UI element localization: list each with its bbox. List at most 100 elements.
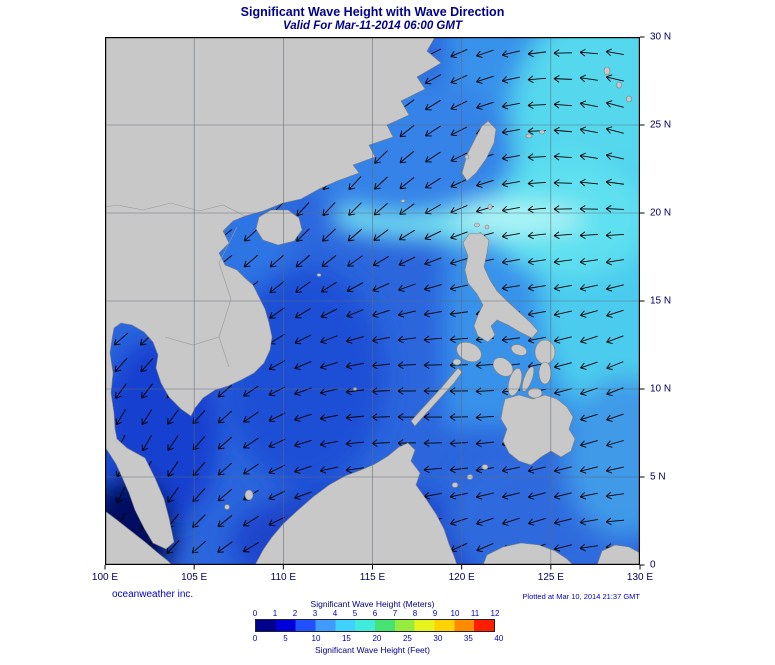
wave-direction-arrow: [295, 281, 311, 293]
feet-tick-label: 25: [402, 634, 412, 643]
wave-direction-arrow: [423, 309, 442, 318]
wave-direction-arrow: [294, 334, 312, 345]
map-border: [105, 37, 640, 565]
wave-direction-arrow: [294, 413, 312, 422]
mainland-asia: [105, 37, 442, 550]
wave-direction-arrow: [527, 466, 546, 474]
wave-direction-arrow: [450, 178, 468, 189]
wave-direction-arrow: [113, 332, 129, 346]
wave-direction-arrow: [501, 205, 520, 214]
borneo-island: [254, 442, 458, 565]
wave-direction-arrow: [243, 228, 258, 242]
y-axis-labels: 30 N 25 N 20 N 15 N 10 N 5 N 0: [650, 32, 690, 571]
wave-direction-arrow: [527, 492, 546, 500]
x-tick-label: 100 E: [91, 572, 119, 583]
wave-direction-arrow: [243, 254, 259, 268]
wave-direction-arrow: [501, 179, 520, 188]
wave-direction-arrow: [373, 229, 389, 241]
wave-direction-arrow: [579, 257, 598, 266]
wave-direction-arrow: [579, 231, 599, 240]
wave-direction-arrow: [424, 257, 442, 266]
wave-direction-arrow: [579, 205, 599, 213]
wave-direction-arrow: [217, 436, 233, 450]
wave-direction-arrow: [553, 310, 572, 318]
wave-direction-arrow: [345, 439, 364, 448]
wave-direction-arrow: [450, 517, 468, 526]
plotted-timestamp: Plotted at Mar 10, 2014 21:37 GMT: [522, 592, 640, 601]
meters-tick-label: 10: [450, 609, 460, 618]
wave-direction-arrow: [449, 439, 469, 447]
wave-direction-arrow: [476, 542, 494, 553]
wave-direction-arrow: [553, 336, 572, 344]
wave-direction-arrow: [399, 177, 415, 190]
wave-direction-arrow: [243, 385, 259, 397]
wave-direction-arrow: [424, 204, 442, 215]
x-tick-label: 110 E: [270, 572, 297, 583]
meters-tick-label: 7: [392, 609, 398, 618]
wave-direction-arrow: [269, 254, 285, 268]
wave-direction-arrow: [217, 515, 233, 528]
wave-direction-arrow: [606, 335, 624, 344]
meters-tick-label: 0: [252, 609, 258, 618]
wave-direction-arrow: [398, 256, 416, 267]
wave-direction-arrow: [372, 282, 390, 293]
wave-direction-arrow: [605, 205, 625, 213]
wave-direction-arrow: [371, 336, 390, 344]
wave-direction-arrow: [579, 126, 598, 134]
valid-time-subtitle: Valid For Mar-11-2014 06:00 GMT: [283, 20, 462, 32]
wave-direction-arrow: [605, 231, 625, 240]
wave-direction-arrow: [449, 465, 468, 474]
wave-direction-arrow: [371, 361, 390, 370]
wave-direction-arrow: [243, 463, 259, 475]
wave-direction-arrow: [217, 541, 233, 553]
wave-direction-arrow: [527, 231, 546, 240]
wave-direction-arrow: [553, 231, 573, 240]
wave-direction-arrow: [553, 518, 572, 526]
wave-direction-arrow: [606, 413, 624, 422]
wave-direction-arrow: [579, 284, 598, 292]
wave-direction-arrow: [579, 152, 598, 161]
wave-direction-arrow: [501, 257, 520, 266]
wave-direction-arrow: [475, 361, 495, 370]
wave-direction-arrow: [320, 308, 338, 319]
wave-direction-arrow: [579, 543, 598, 552]
wave-direction-arrow: [192, 514, 206, 528]
wave-direction-arrow: [450, 126, 468, 137]
wave-direction-arrow: [346, 282, 364, 293]
meters-tick-label: 4: [332, 609, 338, 618]
x-axis-labels: 100 E 105 E 110 E 115 E 120 E 125 E 130 E: [92, 572, 653, 586]
x-tick-label: 130 E: [626, 572, 654, 583]
wave-direction-arrow: [580, 335, 598, 344]
meters-tick-label: 11: [470, 609, 480, 618]
wave-height-colorbar: [255, 619, 495, 632]
wave-direction-arrow: [501, 492, 520, 500]
wave-direction-arrow: [115, 486, 126, 504]
wave-direction-arrow: [527, 283, 546, 292]
wave-direction-arrow: [321, 281, 337, 293]
wave-direction-arrow: [425, 151, 441, 163]
wave-direction-arrow: [397, 387, 417, 395]
wave-direction-arrow: [217, 410, 233, 424]
wave-direction-arrow: [166, 540, 180, 555]
wave-direction-arrow: [296, 202, 310, 217]
wave-direction-arrow: [476, 75, 494, 84]
wave-direction-arrow: [605, 178, 624, 187]
legend-meters-label: Significant Wave Height (Meters): [310, 599, 435, 609]
wave-direction-arrow: [374, 176, 388, 190]
wave-direction-arrow: [553, 492, 572, 500]
wave-direction-arrow: [527, 75, 547, 84]
wave-direction-arrow: [579, 517, 598, 526]
wave-direction-arrow: [294, 307, 311, 319]
wave-direction-arrow: [579, 466, 598, 474]
wave-direction-arrow: [423, 284, 442, 292]
y-tick-label: 30 N: [650, 31, 672, 43]
wave-direction-arrow: [476, 179, 494, 188]
wave-direction-arrow: [476, 49, 494, 58]
wave-direction-arrow: [347, 228, 363, 242]
wave-direction-arrow: [502, 517, 520, 526]
wave-direction-arrow: [501, 76, 520, 84]
wave-direction-arrow: [553, 257, 572, 266]
wave-direction-arrow: [501, 102, 520, 110]
wave-direction-arrow: [449, 413, 469, 421]
